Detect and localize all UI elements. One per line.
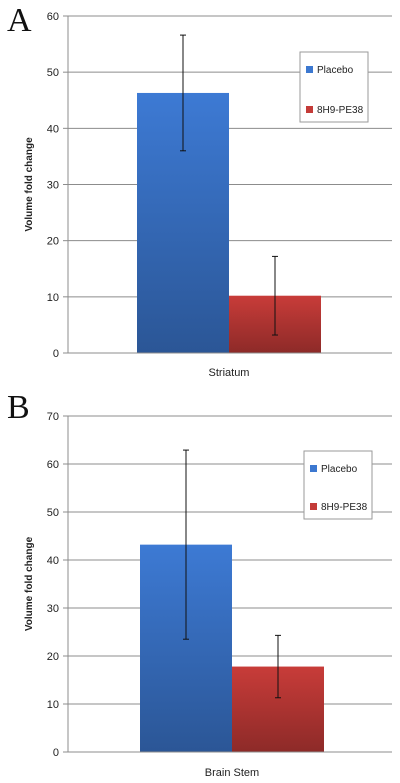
y-tick-label: 50: [47, 67, 59, 79]
legend-swatch: [310, 465, 317, 472]
y-tick-label: 40: [47, 555, 59, 567]
y-tick-label: 50: [47, 507, 59, 519]
y-tick-label: 30: [47, 180, 59, 192]
panel-label-b: B: [7, 389, 30, 426]
panel-label-a: A: [7, 2, 32, 39]
y-tick-label: 70: [47, 411, 59, 423]
bar-chart-b: 0 10 20 30 40 50 60 70 Brain Stem Volume fold cha…: [24, 411, 392, 779]
x-category-label: Striatum: [209, 367, 250, 379]
legend-swatch: [310, 503, 317, 510]
y-axis-label: Volume fold change: [24, 536, 35, 631]
y-tick-label: 10: [47, 699, 59, 711]
legend-label: Placebo: [317, 65, 354, 76]
legend-swatch: [306, 106, 313, 113]
chart-panel-a: A 0 10 20 30 40 50 60 Striatum Volume fold chang…: [0, 0, 400, 387]
y-tick-label: 0: [53, 348, 59, 360]
y-tick-label: 20: [47, 651, 59, 663]
legend-swatch: [306, 66, 313, 73]
y-axis-label: Volume fold change: [24, 137, 35, 232]
bar-chart-a: 0 10 20 30 40 50 60 Striatum Volume fold change P…: [24, 11, 392, 379]
y-tick-label: 0: [53, 747, 59, 759]
legend-label: Placebo: [321, 464, 358, 475]
y-tick-label: 20: [47, 236, 59, 248]
chart-panel-b: B 0 10 20 30 40 50 60 70 Brain Stem Volume fold c…: [0, 387, 400, 783]
legend-label: 8H9-PE38: [317, 105, 364, 116]
legend-label: 8H9-PE38: [321, 502, 368, 513]
y-tick-label: 10: [47, 292, 59, 304]
x-category-label: Brain Stem: [205, 767, 259, 779]
y-tick-label: 60: [47, 459, 59, 471]
y-tick-label: 40: [47, 123, 59, 135]
y-tick-label: 60: [47, 11, 59, 23]
y-tick-label: 30: [47, 603, 59, 615]
